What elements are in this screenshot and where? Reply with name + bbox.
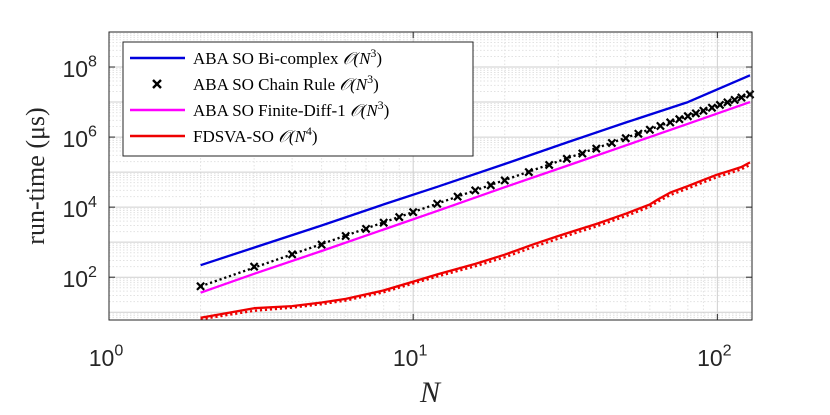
x-tick-label: 100 xyxy=(89,342,124,371)
series-line-0 xyxy=(200,74,751,267)
chain-rule-marker xyxy=(737,93,746,102)
minor-grid xyxy=(109,32,752,321)
chain-rule-marker xyxy=(196,281,205,291)
chain-rule-marker xyxy=(578,149,587,158)
legend-item: ABA SO Bi-complex 𝒪(N3) xyxy=(130,46,382,68)
chain-rule-marker xyxy=(691,109,701,118)
legend-item: ABA SO Finite-Diff-1 𝒪(N3) xyxy=(130,98,389,120)
y-tick-label: 108 xyxy=(62,53,97,82)
y-tick-label: 102 xyxy=(62,263,97,292)
series-line-5 xyxy=(200,163,751,321)
legend: ABA SO Bi-complex 𝒪(N3) ABA SO Chain Rule… xyxy=(122,41,474,157)
x-axis-label: N xyxy=(419,376,442,409)
legend-marker xyxy=(152,79,162,89)
legend-item: ABA SO Chain Rule 𝒪(N3) xyxy=(152,72,379,94)
series-line-4 xyxy=(200,161,751,319)
x-tick-label: 101 xyxy=(393,342,428,371)
series-line-2 xyxy=(200,93,751,288)
chain-rule-marker xyxy=(633,129,643,139)
series-layer xyxy=(196,74,755,321)
x-tick-labels: 100 101 102 xyxy=(89,342,732,371)
axis-ticks xyxy=(108,32,752,320)
series-line-3 xyxy=(200,101,751,294)
legend-label: ABA SO Chain Rule 𝒪(N3) xyxy=(193,72,379,94)
legend-label: ABA SO Bi-complex 𝒪(N3) xyxy=(193,46,382,68)
legend-item: FDSVA-SO 𝒪(N4) xyxy=(130,124,318,146)
chain-rule-marker xyxy=(723,97,732,107)
plot-frame xyxy=(108,31,753,321)
legend-label: ABA SO Finite-Diff-1 𝒪(N3) xyxy=(193,98,389,120)
chain-rule-marker xyxy=(665,118,675,127)
x-tick-label: 102 xyxy=(697,342,732,371)
y-tick-labels: 102 104 106 108 xyxy=(62,53,97,293)
y-tick-label: 104 xyxy=(62,193,97,222)
y-axis-label: run-time (μs) xyxy=(21,107,50,244)
chain-rule-marker xyxy=(379,218,389,228)
chain-rule-marker xyxy=(453,192,462,201)
legend-label: FDSVA-SO 𝒪(N4) xyxy=(193,124,318,146)
chain-rule-marker xyxy=(699,106,708,116)
y-tick-label: 106 xyxy=(62,123,97,152)
